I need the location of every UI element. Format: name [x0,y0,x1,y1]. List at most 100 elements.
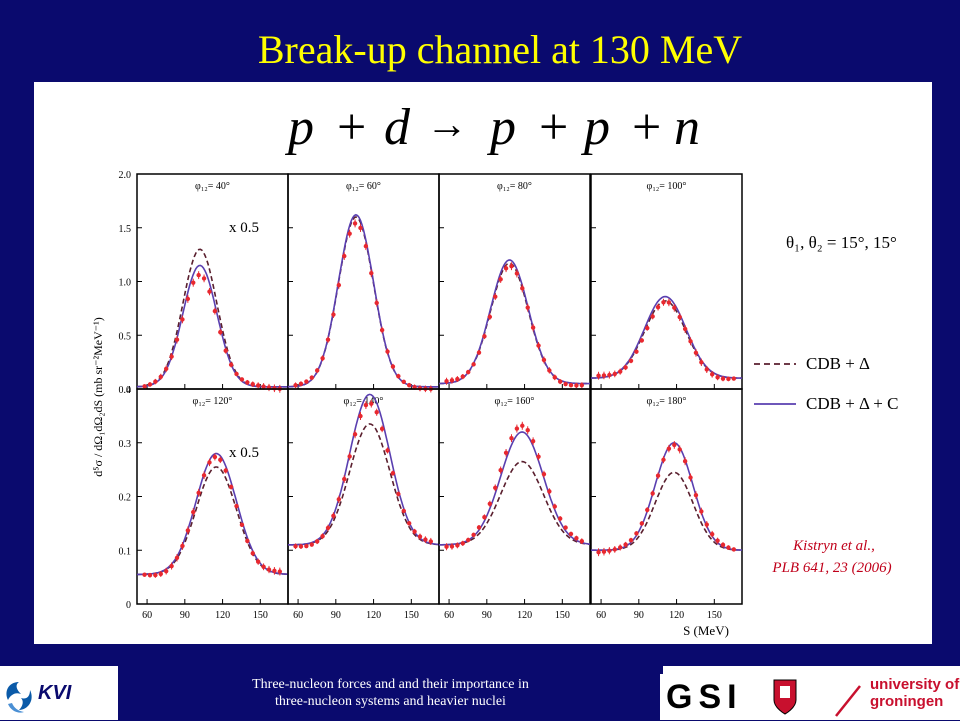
data-point [320,356,325,361]
data-point [272,568,277,574]
data-point [412,384,417,390]
data-point [493,294,498,299]
solid-curve-cdb-delta-c [288,213,439,388]
data-point [250,381,255,387]
data-point [174,555,180,560]
data-point [731,376,737,381]
data-point [298,544,304,549]
data-point [444,544,449,549]
ug-logo-text: university of groningen [870,676,960,710]
data-point [293,383,298,388]
data-point [487,314,493,320]
data-point [320,534,325,539]
data-point [228,362,234,367]
data-point [628,358,634,364]
data-point [650,314,655,319]
data-point [574,536,579,541]
data-point [655,473,661,478]
data-point [304,379,309,384]
legend: CDB + Δ CDB + Δ + C [754,354,898,413]
panel-frame [590,173,743,390]
data-point [498,277,503,282]
x-tick-label: 60 [596,610,606,621]
data-point [342,253,347,259]
data-point [352,432,358,437]
data-point [239,377,245,382]
data-point [623,365,628,370]
data-point [563,525,568,530]
data-point [552,375,557,380]
angle-annotation: θ₁, θ₂ = 15°, 15° [786,233,897,252]
panel-label: φ₁₂= 120° [193,396,233,407]
reaction-proton: p [284,99,314,156]
data-point [525,428,530,433]
dashed-curve-cdb-delta [136,248,288,388]
data-point [218,329,223,335]
data-point [487,501,493,507]
panel-label: φ₁₂= 100° [647,181,687,192]
data-point [250,551,255,556]
data-point [142,384,147,389]
data-point [455,543,460,548]
data-point [682,326,688,332]
data-point [661,457,666,462]
y-axis-label: d⁵σ / dΩ₁dΩ₂dS (mb sr⁻²MeV⁻¹) [91,317,105,476]
data-point [715,375,720,380]
data-point [336,497,342,502]
data-point [503,450,509,456]
reaction-neutron: n [674,99,700,156]
data-point [612,547,617,552]
data-point [153,379,158,384]
data-point [645,325,650,331]
scale-note: x 0.5 [229,220,259,236]
data-point [163,568,169,574]
data-point [639,338,645,343]
data-point [218,457,223,463]
data-point [617,545,623,550]
x-axis-label: S (MeV) [683,623,729,638]
data-point [169,563,174,569]
data-point [309,542,314,547]
solid-curve-cdb-delta-c [288,393,440,546]
data-point [342,476,347,482]
ug-slash-icon [835,685,861,717]
data-point [196,490,201,496]
data-point [314,539,320,544]
data-point [596,550,601,555]
data-point [547,489,552,494]
data-point [163,366,169,372]
x-tick-label: 120 [669,610,684,621]
footer-line-2: three-nucleon systems and heavier nuclei [275,694,506,709]
figure-panel: p + d → p + p + n d⁵σ / dΩ₁dΩ₂dS (mb sr⁻… [34,82,932,644]
data-point [677,314,682,320]
data-point [234,371,239,377]
data-point [601,373,607,378]
panel-label: φ₁₂= 40° [195,181,230,192]
y-tick-label: 0.2 [119,493,132,504]
ug-line-1: university of [870,676,960,693]
data-point [574,383,579,388]
dashed-curve-cdb-delta [287,216,439,388]
panel-frame [438,388,591,605]
data-point [325,337,331,342]
data-point [530,438,536,444]
panel-frame [438,173,591,390]
data-point [390,364,396,369]
reference-authors: Kistryn et al., [792,538,875,554]
data-point [645,507,650,513]
data-point [672,305,677,310]
data-point [449,378,455,383]
data-point [423,537,428,542]
data-point [396,373,401,379]
data-point [520,286,525,291]
data-point [514,426,520,431]
data-point [493,485,498,490]
dashed-curve-cdb-delta [288,423,439,546]
legend-solid-label: CDB + Δ + C [806,394,898,413]
ug-line-2: groningen [870,693,944,710]
data-point [201,473,207,478]
data-point [379,426,385,432]
data-point [498,467,503,473]
footer-caption: Three-nucleon forces and and their impor… [118,666,663,720]
solid-curve-cdb-delta-c [137,264,288,388]
